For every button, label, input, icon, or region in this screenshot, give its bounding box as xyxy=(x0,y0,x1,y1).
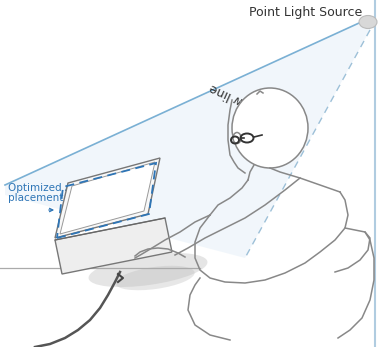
Polygon shape xyxy=(60,162,155,234)
Ellipse shape xyxy=(359,16,377,28)
Ellipse shape xyxy=(115,266,195,290)
Text: Shadow line: Shadow line xyxy=(208,81,282,124)
Ellipse shape xyxy=(232,88,308,168)
Polygon shape xyxy=(55,158,160,238)
Ellipse shape xyxy=(88,253,208,287)
Text: Point Light Source: Point Light Source xyxy=(249,6,362,19)
Ellipse shape xyxy=(233,133,241,144)
Text: placement zone: placement zone xyxy=(8,193,92,203)
Polygon shape xyxy=(55,218,172,274)
Text: Optimized ALS: Optimized ALS xyxy=(8,183,84,193)
Polygon shape xyxy=(5,18,370,258)
